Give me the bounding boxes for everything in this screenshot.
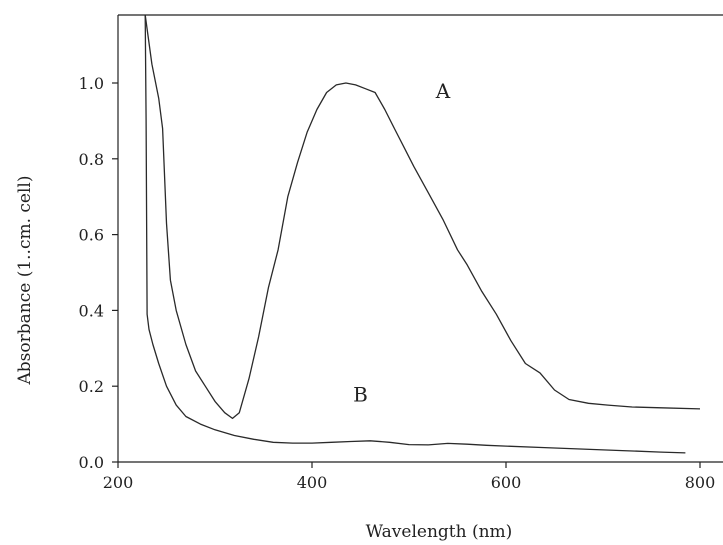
- y-axis-ticks: 0.0 0.2 0.4 0.6 0.8 1.0: [79, 74, 118, 472]
- y-tick-label: 0.4: [79, 301, 104, 320]
- y-tick-label: 0.8: [79, 150, 104, 169]
- y-tick-label: 0.6: [79, 226, 104, 245]
- series-labels: AB: [353, 79, 451, 406]
- x-tick-label: 600: [491, 473, 522, 492]
- series-line-a: [144, 14, 701, 420]
- plot-frame: [117, 14, 723, 463]
- x-axis-title: Wavelength (nm): [366, 522, 513, 542]
- x-tick-label: 400: [297, 473, 328, 492]
- x-axis-ticks: 200 400 600 800: [103, 462, 716, 492]
- series-line-b: [144, 14, 686, 454]
- series-label-a: A: [435, 79, 451, 103]
- y-tick-label: 0.0: [79, 453, 104, 472]
- y-tick-label: 0.2: [79, 377, 104, 396]
- y-axis-title: Absorbance (1..cm. cell): [15, 176, 35, 386]
- series-label-b: B: [353, 382, 368, 406]
- series-lines: [144, 14, 701, 454]
- x-tick-label: 800: [685, 473, 716, 492]
- x-tick-label: 200: [103, 473, 134, 492]
- y-tick-label: 1.0: [79, 74, 104, 93]
